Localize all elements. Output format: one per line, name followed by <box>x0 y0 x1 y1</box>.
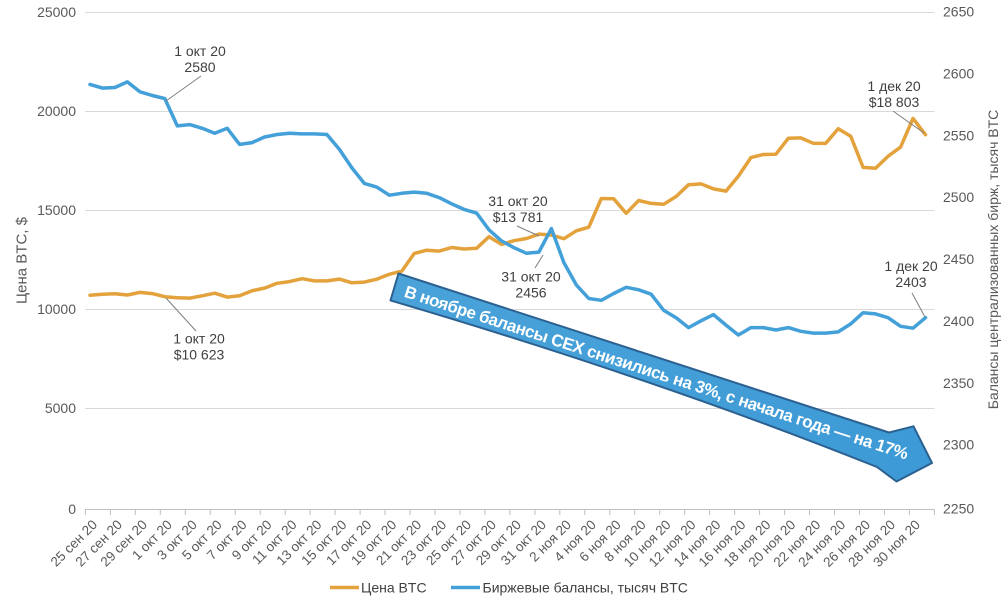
svg-text:10000: 10000 <box>37 301 76 317</box>
svg-text:$10 623: $10 623 <box>174 347 225 363</box>
svg-text:1 дек 20: 1 дек 20 <box>884 258 937 274</box>
svg-text:$18 803: $18 803 <box>869 94 920 110</box>
svg-text:1 окт 20: 1 окт 20 <box>173 331 225 347</box>
svg-text:2580: 2580 <box>184 59 215 75</box>
svg-text:2500: 2500 <box>943 189 974 205</box>
svg-text:25000: 25000 <box>37 4 76 20</box>
svg-text:31 окт 20: 31 окт 20 <box>488 193 548 209</box>
svg-text:31 окт 20: 31 окт 20 <box>501 269 561 285</box>
svg-text:2450: 2450 <box>943 251 974 267</box>
svg-text:2350: 2350 <box>943 375 974 391</box>
svg-text:1 дек 20: 1 дек 20 <box>867 78 920 94</box>
svg-text:Цена BTC: Цена BTC <box>361 580 427 596</box>
svg-text:0: 0 <box>68 501 76 517</box>
svg-text:2403: 2403 <box>895 274 926 290</box>
svg-text:Цена BTC, $: Цена BTC, $ <box>14 216 31 304</box>
svg-text:2250: 2250 <box>943 501 974 517</box>
svg-text:15000: 15000 <box>37 202 76 218</box>
svg-text:2300: 2300 <box>943 437 974 453</box>
svg-text:Биржевые балансы, тысяч BTC: Биржевые балансы, тысяч BTC <box>483 580 688 596</box>
svg-text:2550: 2550 <box>943 127 974 143</box>
svg-text:Балансы централизованных бирж,: Балансы централизованных бирж, тысяч BTC <box>985 110 1001 410</box>
svg-text:2600: 2600 <box>943 65 974 81</box>
svg-text:5000: 5000 <box>45 400 76 416</box>
svg-text:2456: 2456 <box>515 285 546 301</box>
svg-text:2650: 2650 <box>943 4 974 20</box>
svg-text:20000: 20000 <box>37 103 76 119</box>
svg-text:$13 781: $13 781 <box>493 209 544 225</box>
svg-text:1 окт 20: 1 окт 20 <box>174 43 226 59</box>
svg-text:2400: 2400 <box>943 313 974 329</box>
